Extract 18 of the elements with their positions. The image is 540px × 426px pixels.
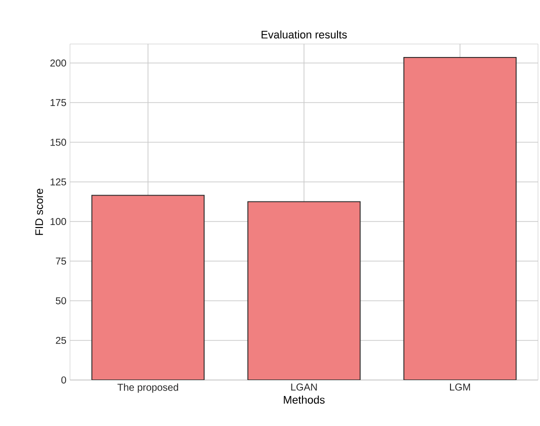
x-tick-label: LGM — [450, 384, 470, 391]
bar — [403, 57, 517, 380]
y-tick-label: 150 — [50, 138, 66, 146]
x-tick-label: The proposed — [117, 384, 178, 393]
x-tick-label: LGAN — [291, 384, 317, 391]
y-tick-label: 50 — [56, 297, 66, 304]
y-tick-label: 0 — [61, 376, 66, 384]
bar — [247, 201, 361, 380]
x-axis-title: Methods — [284, 396, 325, 404]
y-tick-label: 75 — [56, 258, 66, 265]
y-tick-label: 125 — [50, 178, 66, 186]
y-tick-label: 175 — [50, 99, 66, 106]
y-tick-label: 100 — [50, 218, 66, 226]
chart-title: Evaluation results — [262, 30, 347, 39]
y-axis-title: FID score — [35, 188, 44, 235]
y-tick-label: 200 — [50, 59, 66, 67]
y-tick-label: 25 — [56, 336, 66, 344]
bar — [91, 194, 205, 380]
